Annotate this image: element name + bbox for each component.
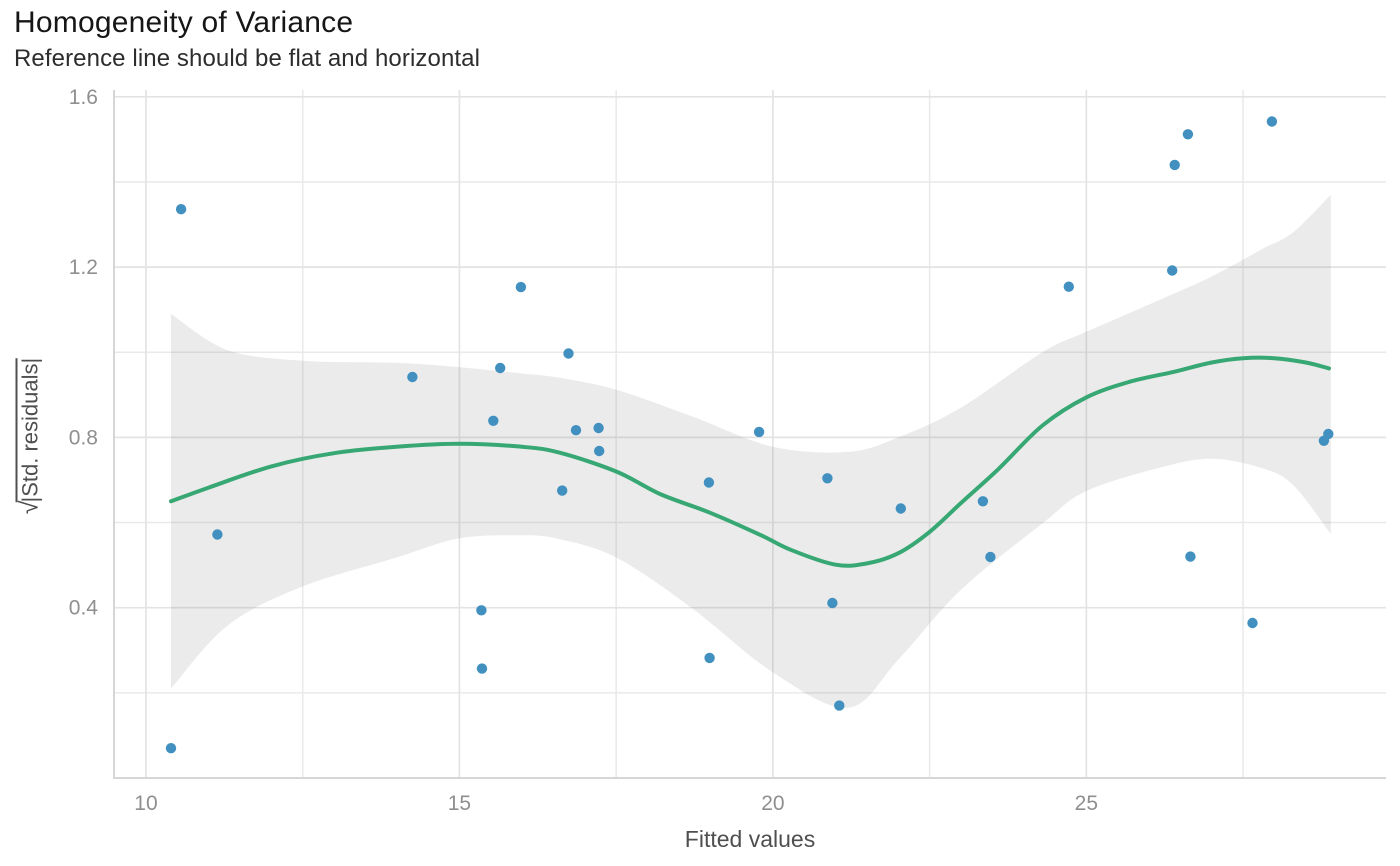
data-point: [1323, 428, 1334, 440]
data-point: [834, 700, 845, 711]
x-axis-title: Fitted values: [684, 826, 816, 852]
data-point: [557, 485, 568, 496]
x-tick-label: 20: [761, 792, 784, 815]
x-tick-label: 25: [1075, 792, 1098, 815]
data-point: [827, 597, 838, 609]
y-axis-title: √|Std. residuals|: [15, 357, 45, 515]
data-point: [515, 281, 527, 293]
data-point: [1247, 617, 1258, 629]
data-point: [703, 477, 715, 488]
data-point: [593, 422, 604, 434]
data-point: [822, 473, 833, 484]
data-point: [1167, 265, 1178, 276]
data-point: [476, 605, 487, 616]
data-point: [704, 652, 715, 664]
data-point: [1063, 281, 1075, 292]
data-point: [570, 425, 582, 436]
data-point: [1266, 116, 1278, 127]
y-tick-label: 1.6: [69, 86, 98, 109]
data-point: [175, 204, 187, 215]
data-point: [895, 503, 906, 514]
data-point: [977, 496, 989, 507]
y-tick-label: 0.8: [69, 426, 98, 449]
data-point: [563, 348, 574, 359]
data-point: [985, 551, 996, 563]
x-tick-label: 15: [448, 792, 471, 815]
chart-subtitle: Reference line should be flat and horizo…: [14, 45, 481, 72]
sqrt-symbol: √: [15, 500, 44, 515]
data-point: [165, 743, 177, 754]
data-point: [476, 663, 488, 674]
y-axis-title-text: |Std. residuals|: [15, 357, 43, 503]
data-point: [212, 529, 223, 540]
data-point: [753, 426, 765, 438]
data-point: [1169, 159, 1180, 171]
y-tick-label: 0.4: [69, 597, 99, 620]
data-point: [1185, 551, 1196, 562]
data-point: [495, 362, 506, 374]
data-point: [594, 445, 605, 457]
confidence-band: [171, 194, 1331, 708]
chart-title: Homogeneity of Variance: [14, 6, 354, 39]
y-tick-label: 1.2: [69, 256, 98, 279]
smooth-line: [169, 355, 1331, 568]
data-point: [488, 415, 499, 426]
data-point: [1182, 129, 1194, 140]
data-point: [407, 371, 418, 383]
x-tick-label: 10: [134, 792, 157, 815]
